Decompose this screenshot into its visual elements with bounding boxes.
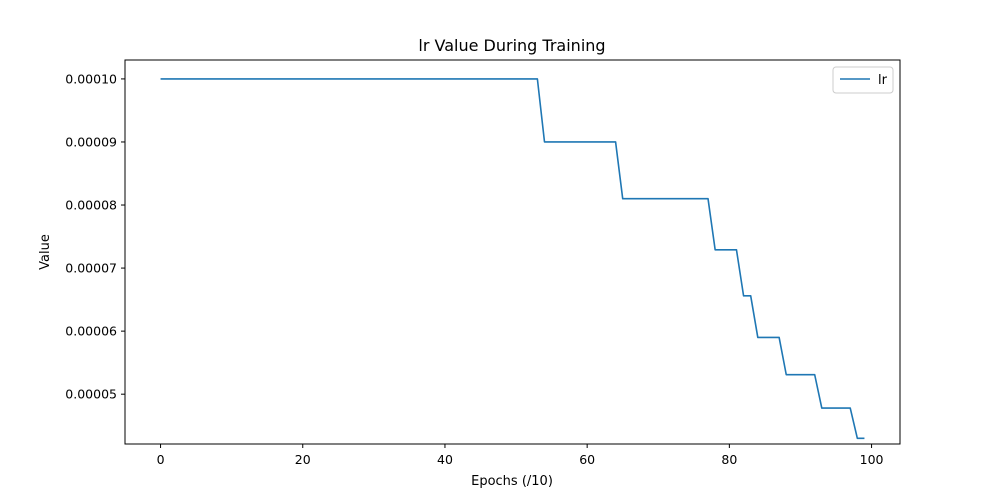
plot-frame [124,59,901,445]
legend: lr [832,66,894,94]
x-axis-title: Epochs (/10) [471,474,553,489]
y-axis-ticks: 0.00005 0.00006 0.00007 0.00008 0.00009 0.000… [65,71,125,402]
chart-title: lr Value During Training [418,36,605,55]
y-tick-label: 0.00006 [65,324,117,339]
x-tick-label: 60 [579,452,595,467]
y-tick-label: 0.00010 [65,71,117,86]
x-axis-ticks: 0 20 40 60 80 100 [157,444,884,467]
y-axis-title: Value [38,234,53,270]
legend-label-lr: lr [878,73,888,88]
legend-box [832,66,894,94]
x-tick-label: 20 [295,452,311,467]
y-tick-label: 0.00009 [65,134,117,149]
y-tick-label: 0.00005 [65,387,117,402]
y-tick-label: 0.00008 [65,198,117,213]
x-tick-label: 0 [157,452,165,467]
x-tick-label: 40 [437,452,453,467]
x-tick-label: 100 [860,452,884,467]
series-line-lr [160,78,865,440]
series-layer [160,78,865,440]
y-tick-label: 0.00007 [65,261,117,276]
x-tick-label: 80 [721,452,737,467]
